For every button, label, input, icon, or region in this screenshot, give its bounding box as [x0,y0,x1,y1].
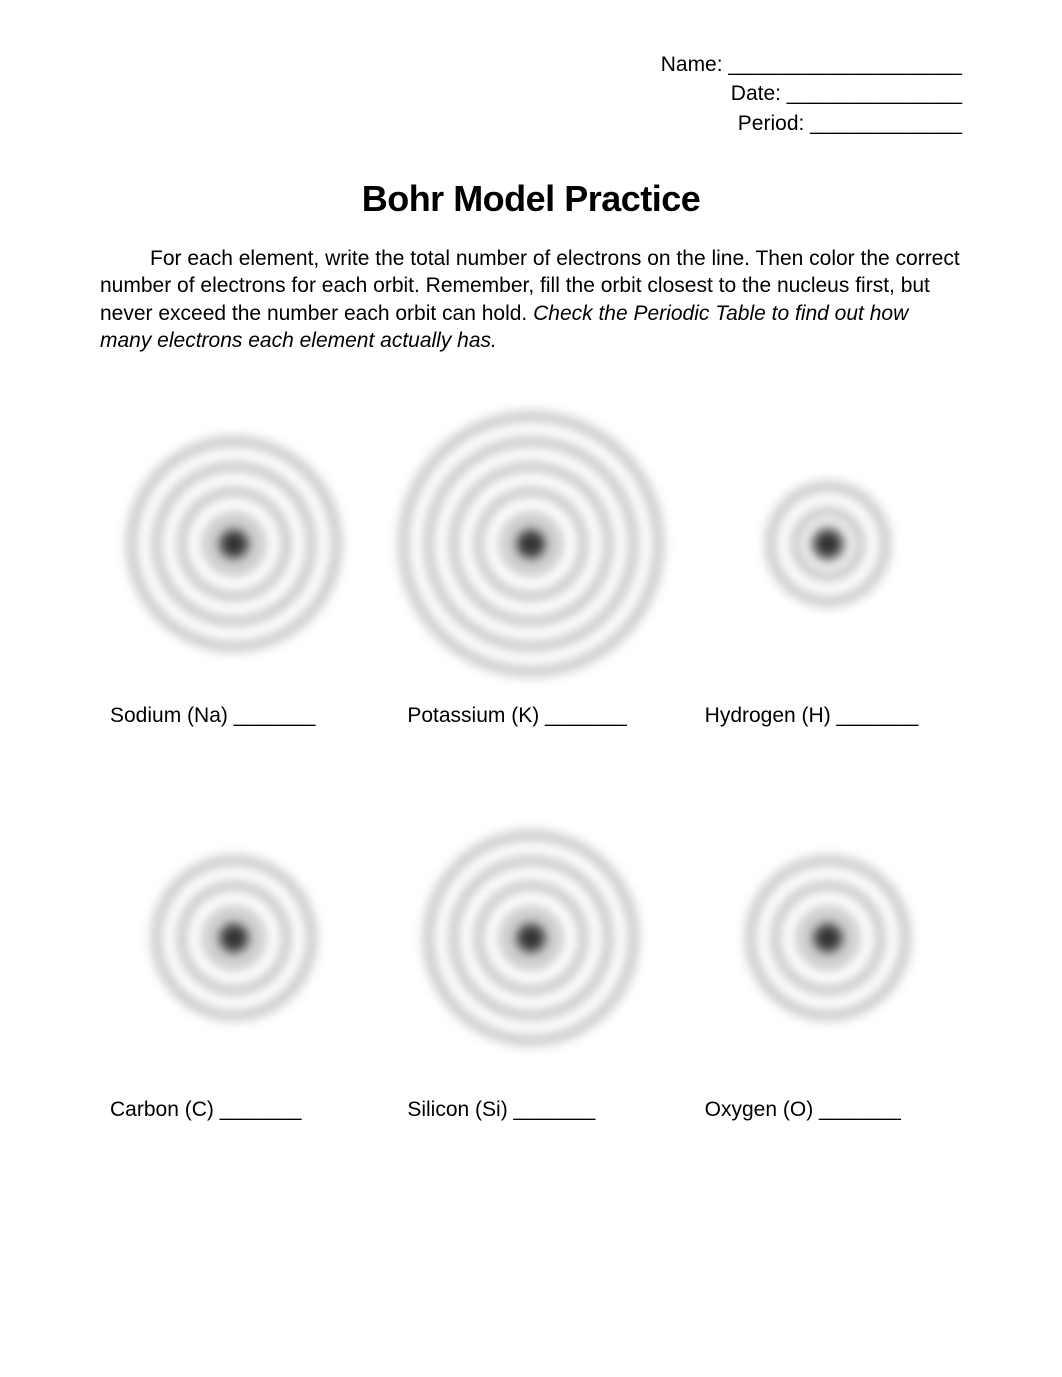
period-field-label: Period: _____________ [100,109,962,138]
atom-diagram [154,808,314,1068]
elements-grid: Sodium (Na) _______ Potassium (K) ______… [100,414,962,1122]
nucleus [812,922,844,954]
element-cell: Sodium (Na) _______ [100,414,367,728]
element-label: Oxygen (O) _______ [695,1098,962,1122]
element-cell: Carbon (C) _______ [100,808,367,1122]
element-cell: Silicon (Si) _______ [397,808,664,1122]
element-cell: Potassium (K) _______ [397,414,664,728]
nucleus [812,528,844,560]
nucleus [218,922,250,954]
date-field-label: Date: _______________ [100,79,962,108]
nucleus [515,922,547,954]
atom-diagram [401,414,661,674]
nucleus [218,528,250,560]
element-cell: Oxygen (O) _______ [695,808,962,1122]
page-title: Bohr Model Practice [100,178,962,220]
element-cell: Hydrogen (H) _______ [695,414,962,728]
element-label: Silicon (Si) _______ [397,1098,664,1122]
name-field-label: Name: ____________________ [100,50,962,79]
atom-diagram [748,808,908,1068]
instructions: For each element, write the total number… [100,245,962,354]
element-label: Sodium (Na) _______ [100,704,367,728]
atom-diagram [426,808,636,1068]
atom-diagram [768,414,888,674]
element-label: Potassium (K) _______ [397,704,664,728]
element-label: Hydrogen (H) _______ [695,704,962,728]
element-label: Carbon (C) _______ [100,1098,367,1122]
atom-diagram [129,414,339,674]
nucleus [515,528,547,560]
header-info: Name: ____________________ Date: _______… [100,50,962,138]
